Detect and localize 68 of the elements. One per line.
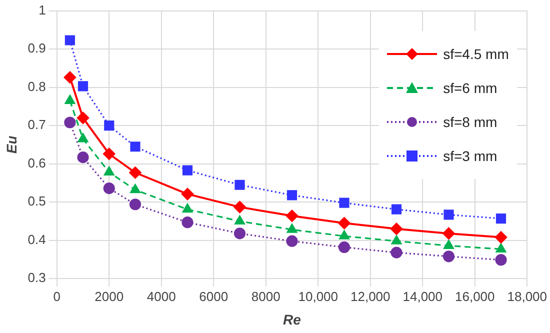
y-tick-label: 0.6 [28,155,46,170]
point [234,201,246,214]
y-tick-label: 0.3 [28,270,46,286]
point [390,246,402,258]
point [444,240,454,249]
point [286,224,298,233]
point [76,112,89,124]
point [442,250,455,262]
point [182,216,194,228]
point [234,180,245,190]
point [129,198,142,210]
point [286,190,298,200]
point [64,71,76,84]
point [103,182,115,194]
legend-label: sf=4.5 mm [443,46,509,62]
point [182,204,193,213]
point [130,142,140,152]
point [495,254,507,266]
point [130,184,140,194]
point [64,94,76,104]
point [391,204,402,214]
x-tick-label: 0 [53,288,60,304]
point [390,222,402,235]
point [234,215,245,225]
y-axis-title: Eu [3,135,20,154]
x-tick-label: 4000 [146,288,176,304]
point [78,133,88,142]
point [234,228,246,240]
point [64,116,76,128]
point [286,210,298,222]
point [104,120,114,131]
y-tick-label: 1 [38,2,46,18]
point [78,81,88,92]
point [496,213,506,224]
point [64,35,75,46]
point [181,188,194,200]
x-axis-title: Re [283,311,302,328]
y-tick-label: 0.4 [28,232,46,247]
point [444,210,454,220]
point [129,166,142,179]
point [494,231,507,244]
legend-label: sf=3 mm [443,148,498,164]
point [338,217,350,230]
point [103,148,116,160]
x-tick-label: 8000 [251,288,280,304]
point [338,241,350,254]
x-tick-label: 18,000 [507,288,547,304]
x-tick-label: 2000 [94,288,124,304]
y-tick-label: 0.9 [28,40,46,56]
point [339,230,350,240]
point [391,235,402,244]
point [339,198,350,208]
y-tick-label: 0.5 [28,194,46,209]
y-tick-label: 0.8 [28,78,46,94]
point [104,166,114,176]
x-tick-label: 14,000 [402,288,443,304]
x-tick-label: 16,000 [454,288,495,304]
x-tick-label: 12,000 [350,288,390,304]
point [496,243,506,252]
y-tick-label: 0.7 [28,117,46,132]
point [182,165,193,176]
legend-label: sf=8 mm [443,114,498,130]
x-tick-label: 6000 [199,288,228,304]
point [442,227,455,240]
x-tick-label: 10,000 [298,288,338,304]
point [77,152,89,164]
legend-label: sf=6 mm [443,80,498,96]
point [286,235,298,247]
